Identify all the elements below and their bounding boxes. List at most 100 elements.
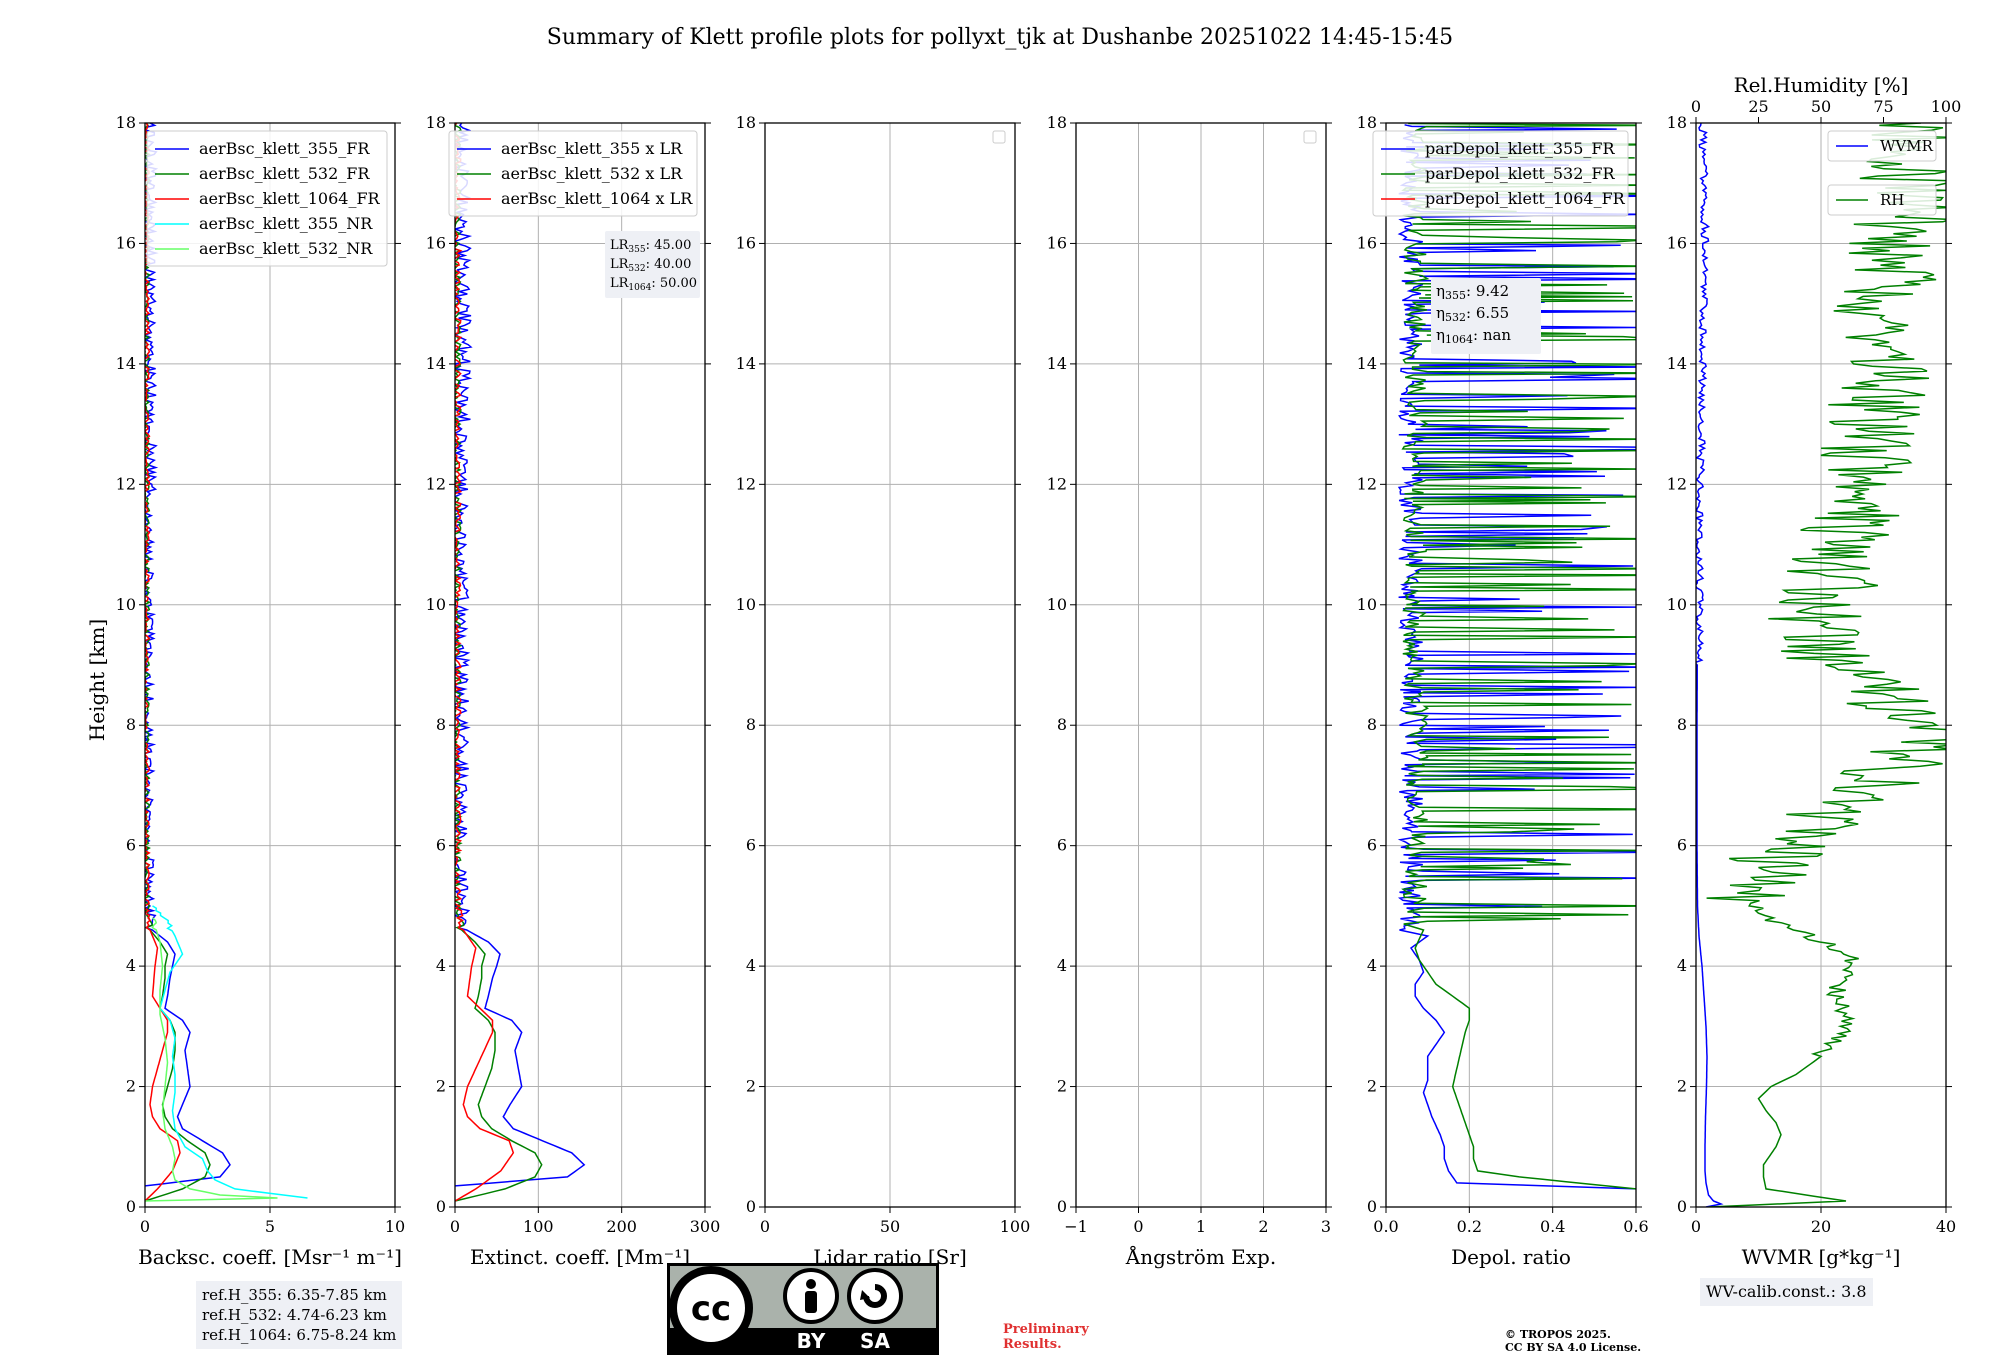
series-line-4	[152, 905, 308, 1199]
y-tick-label: 0	[1057, 1197, 1067, 1216]
y-tick-label: 18	[426, 113, 446, 132]
preliminary-line-1: Preliminary	[1003, 1322, 1089, 1337]
y-tick-label: 6	[746, 836, 756, 855]
y-tick-label: 14	[116, 354, 136, 373]
y-tick-label: 8	[126, 715, 136, 734]
cc-by-sa-license-logo: cc BY SA	[667, 1263, 939, 1355]
sa-share-arc	[863, 1284, 887, 1308]
series-line-2	[1706, 123, 1946, 1207]
y-tick-label: 16	[116, 233, 136, 252]
y-tick-label: 12	[736, 474, 756, 493]
ref-height-1064: ref.H_1064: 6.75-8.24 km	[202, 1326, 397, 1344]
x-tick-label: 0	[1133, 1217, 1143, 1236]
y-tick-label: 8	[436, 715, 446, 734]
annotation-subscript: 1064	[628, 283, 651, 293]
plot-area	[1696, 123, 1946, 1207]
legend-label: aerBsc_klett_532 x LR	[501, 164, 683, 183]
ref-height-532: ref.H_532: 4.74-6.23 km	[202, 1306, 387, 1324]
y-tick-label: 6	[1677, 836, 1687, 855]
legend-label: parDepol_klett_1064_FR	[1425, 189, 1626, 208]
annotation-value: : nan	[1473, 326, 1511, 344]
wv-calibration-box: WV-calib.const.: 3.8	[1700, 1278, 1873, 1306]
y-tick-label: 16	[1667, 233, 1687, 252]
annotation-prefix: η	[1436, 304, 1445, 322]
y-tick-label: 18	[1667, 113, 1687, 132]
annotation-subscript: 355	[628, 245, 645, 255]
x-axis-label: Extinct. coeff. [Mm⁻¹]	[470, 1245, 690, 1269]
annotation-subscript: 532	[628, 264, 645, 274]
y-tick-label: 16	[1357, 233, 1377, 252]
series-line-1	[1696, 123, 1724, 1207]
by-person-head	[806, 1279, 816, 1289]
y-tick-label: 12	[1667, 474, 1687, 493]
y-tick-label: 0	[436, 1197, 446, 1216]
series-line-5	[145, 917, 278, 1202]
panel-6: 0 20 40 0 2 4 6 8 10 12 14 16 18 WVMR [g*kg⁻¹] 0 25 50 75…	[1667, 73, 1962, 1269]
x-tick-label: 0	[760, 1217, 770, 1236]
legend-label: aerBsc_klett_532_NR	[199, 239, 373, 258]
x-tick-label: 5	[265, 1217, 275, 1236]
y-tick-label: 0	[746, 1197, 756, 1216]
y-tick-label: 0	[1367, 1197, 1377, 1216]
series-line-1	[455, 123, 586, 1187]
y-tick-label: 2	[126, 1077, 136, 1096]
y-tick-label: 18	[736, 113, 756, 132]
y-tick-label: 6	[1367, 836, 1377, 855]
y-tick-label: 6	[436, 836, 446, 855]
x-tick-label: 0.2	[1457, 1217, 1482, 1236]
reference-height-box: ref.H_355: 6.35-7.85 km ref.H_532: 4.74-…	[196, 1281, 403, 1349]
x-tick-label: 0	[450, 1217, 460, 1236]
x-tick-label: 20	[1811, 1217, 1831, 1236]
legend-label: aerBsc_klett_532_FR	[199, 164, 370, 183]
by-label: BY	[797, 1329, 826, 1353]
annotation-prefix: LR	[610, 257, 630, 272]
x2-tick-label: 50	[1811, 97, 1831, 116]
x-tick-label: 0.0	[1373, 1217, 1398, 1236]
empty-legend-box	[992, 130, 1006, 144]
y-tick-label: 14	[1357, 354, 1377, 373]
legend-label: WVMR	[1880, 137, 1934, 155]
x-tick-label: 100	[523, 1217, 554, 1236]
legend-label: aerBsc_klett_1064 x LR	[501, 189, 693, 208]
y-tick-label: 8	[1367, 715, 1377, 734]
y-tick-label: 8	[1677, 715, 1687, 734]
y-tick-label: 2	[1057, 1077, 1067, 1096]
y-tick-label: 2	[1367, 1077, 1377, 1096]
x-axis-label: Backsc. coeff. [Msr⁻¹ m⁻¹]	[138, 1245, 402, 1269]
x-tick-label: 100	[1000, 1217, 1031, 1236]
y-tick-label: 14	[1047, 354, 1067, 373]
x-tick-label: 40	[1936, 1217, 1956, 1236]
wv-calib-text: WV-calib.const.: 3.8	[1706, 1282, 1867, 1301]
x-tick-label: 2	[1258, 1217, 1268, 1236]
y-tick-label: 14	[1667, 354, 1687, 373]
sa-label: SA	[860, 1329, 890, 1353]
y-tick-label: 8	[746, 715, 756, 734]
y-tick-label: 6	[1057, 836, 1067, 855]
copyright-note: © TROPOS 2025. CC BY SA 4.0 License.	[1505, 1328, 1641, 1354]
y-tick-label: 4	[1057, 956, 1067, 975]
plot-area	[455, 123, 586, 1202]
series-line-2	[145, 123, 211, 1202]
axes-frame	[454, 122, 706, 1208]
legend-label: parDepol_klett_532_FR	[1425, 164, 1616, 183]
y-tick-label: 10	[736, 595, 756, 614]
y-tick-label: 2	[746, 1077, 756, 1096]
y-tick-label: 18	[116, 113, 136, 132]
plot-area	[145, 123, 308, 1202]
annotation-box	[605, 231, 700, 298]
y-tick-label: 10	[1047, 595, 1067, 614]
legend-label: aerBsc_klett_1064_FR	[199, 189, 381, 208]
copyright-line-2: CC BY SA 4.0 License.	[1505, 1341, 1642, 1354]
y-tick-label: 18	[1357, 113, 1377, 132]
annotation-value: : 6.55	[1466, 304, 1509, 322]
preliminary-results-note: Preliminary Results.	[1003, 1322, 1089, 1352]
series-line-1	[145, 123, 231, 1187]
y-tick-label: 10	[1667, 595, 1687, 614]
x-axis-label: WVMR [g*kg⁻¹]	[1742, 1245, 1901, 1269]
annotation-prefix: LR	[610, 276, 630, 291]
y-tick-label: 12	[426, 474, 446, 493]
series-line-1	[1397, 124, 1636, 1190]
y-tick-label: 8	[1057, 715, 1067, 734]
legend-box	[1372, 130, 1629, 217]
